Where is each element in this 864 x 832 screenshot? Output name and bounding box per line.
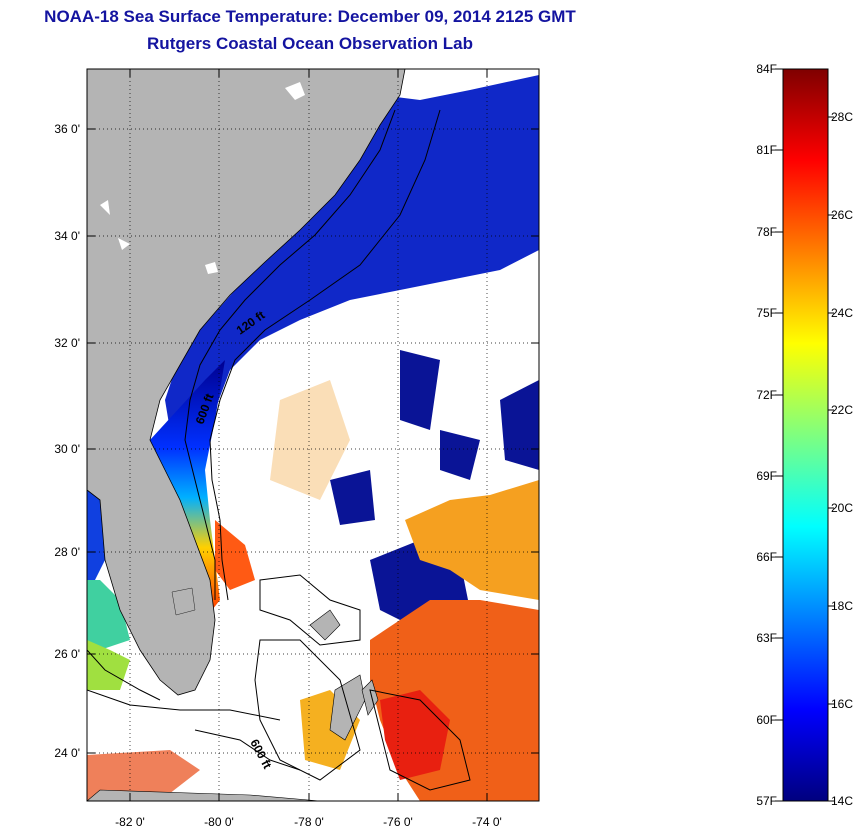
warm-water-florida-straits: [87, 750, 200, 801]
map-plot-area: [87, 69, 539, 801]
lat-label: 28 0': [54, 545, 80, 559]
lat-label: 36 0': [54, 122, 80, 136]
inland-lake: [100, 200, 110, 215]
coastal-temperature-gradient: [150, 360, 225, 610]
gulf-warm-water: [87, 640, 130, 690]
map-subtitle: Rutgers Coastal Ocean Observation Lab: [147, 34, 473, 53]
lake-okeechobee: [171, 587, 196, 616]
bahamas-island: [361, 679, 379, 716]
lon-label: -82 0': [115, 815, 145, 829]
warm-water-east: [405, 480, 539, 600]
contour-gulf: [87, 649, 161, 701]
offshore-warm-speckle: [270, 380, 350, 500]
longitude-ticks: [129, 69, 488, 801]
inland-lake: [118, 238, 130, 250]
gulf-mild-water: [87, 580, 130, 650]
contour-bahamas-east: [369, 689, 471, 791]
gulf-cold-water: [87, 490, 105, 580]
lat-label: 32 0': [54, 336, 80, 350]
cold-patch: [330, 470, 375, 525]
contour-florida-keys: [87, 689, 281, 721]
cold-patch: [500, 380, 539, 470]
contour-bahama-bank-south: [254, 639, 361, 781]
lon-label: -80 0': [204, 815, 234, 829]
lat-label: 24 0': [54, 746, 80, 760]
contour-120ft: [184, 109, 396, 600]
inland-lake: [285, 82, 305, 100]
contour-bahama-bank: [259, 574, 361, 646]
cold-patch: [400, 350, 440, 430]
lat-label: 26 0': [54, 647, 80, 661]
contour-straits: [194, 729, 301, 771]
lon-label: -78 0': [294, 815, 324, 829]
lat-label: 30 0': [54, 442, 80, 456]
graticule: [87, 69, 539, 801]
cuba-land: [87, 789, 321, 801]
latitude-ticks: [87, 128, 539, 754]
lon-label: -74 0': [472, 815, 502, 829]
inland-lake: [205, 262, 218, 274]
bahamas-island: [309, 609, 341, 641]
cold-shelf-water: [165, 75, 539, 470]
contour-600ft: [209, 109, 441, 601]
lat-label: 34 0': [54, 229, 80, 243]
lon-label: -76 0': [383, 815, 413, 829]
map-frame: [86, 68, 540, 802]
cold-patch: [440, 430, 480, 480]
map-title: NOAA-18 Sea Surface Temperature: Decembe…: [44, 7, 576, 26]
warm-patch-east-florida: [215, 520, 255, 590]
